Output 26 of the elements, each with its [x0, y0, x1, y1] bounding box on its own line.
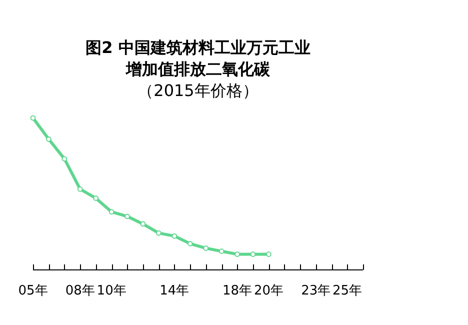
- x-tick-label: 05年: [18, 284, 48, 299]
- chart-subtitle: （2015年价格）: [138, 81, 258, 100]
- x-tick-label: 23年: [301, 284, 331, 299]
- point: [156, 230, 162, 236]
- point: [187, 240, 193, 246]
- point: [266, 252, 272, 257]
- point: [234, 252, 240, 257]
- x-tick-label: 10年: [96, 284, 126, 299]
- point: [46, 136, 52, 142]
- point: [108, 209, 114, 215]
- x-tick-label: 18年: [222, 284, 252, 299]
- point: [172, 233, 178, 239]
- point: [140, 221, 146, 227]
- x-tick-label: 14年: [160, 284, 190, 299]
- point: [30, 115, 36, 121]
- point: [124, 214, 130, 220]
- point: [62, 156, 68, 162]
- point: [93, 196, 99, 201]
- x-tick-label: 20年: [254, 284, 284, 299]
- x-tick-label: 08年: [65, 284, 95, 299]
- x-tick-label: 25年: [332, 284, 362, 299]
- point: [203, 245, 209, 251]
- chart-title: 图2 中国建筑材料工业万元工业增加值排放二氧化碳: [86, 38, 310, 79]
- point: [77, 186, 83, 192]
- point: [218, 248, 224, 254]
- point: [250, 252, 256, 257]
